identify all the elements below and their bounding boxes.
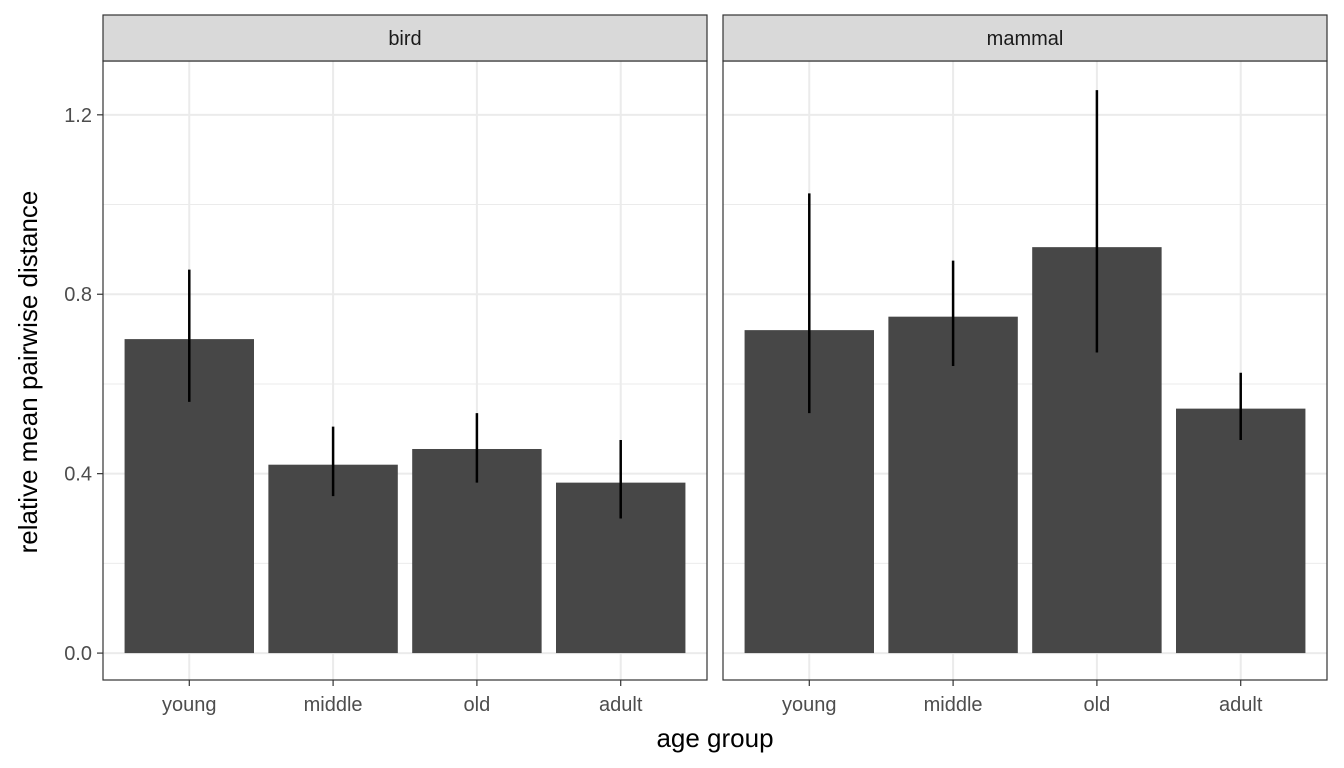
x-tick-label: old xyxy=(1084,694,1111,716)
facet-strip xyxy=(102,14,708,62)
x-tick-label: young xyxy=(782,694,837,716)
facet-panel-mammal: mammal young middle old adult xyxy=(722,14,1328,716)
facet-panel-bird: bird young middle old adult xyxy=(102,14,708,716)
y-tick-label: 0.8 xyxy=(64,284,92,306)
facet-strip xyxy=(722,14,1328,62)
x-tick-label: adult xyxy=(599,694,643,716)
facet-strip-label: mammal xyxy=(987,28,1064,50)
y-axis: 0.0 0.4 0.8 1.2 xyxy=(64,105,103,665)
x-tick-label: middle xyxy=(924,694,983,716)
bar-mammal-adult xyxy=(1176,408,1306,654)
y-tick-label: 0.0 xyxy=(64,643,92,665)
x-tick-label: old xyxy=(464,694,491,716)
x-tick-label: young xyxy=(162,694,217,716)
facet-strip-label: bird xyxy=(388,28,421,50)
bar-bird-old xyxy=(412,448,542,654)
bar-mammal-middle xyxy=(888,316,1018,654)
facet-panels: bird young middle old adult mammal young middle… xyxy=(102,14,1328,716)
x-tick-label: middle xyxy=(304,694,363,716)
y-axis-title: relative mean pairwise distance xyxy=(13,191,43,554)
y-tick-label: 1.2 xyxy=(64,105,92,127)
x-tick-label: adult xyxy=(1219,694,1263,716)
x-axis-title: age group xyxy=(656,723,773,753)
y-tick-label: 0.4 xyxy=(64,464,92,486)
